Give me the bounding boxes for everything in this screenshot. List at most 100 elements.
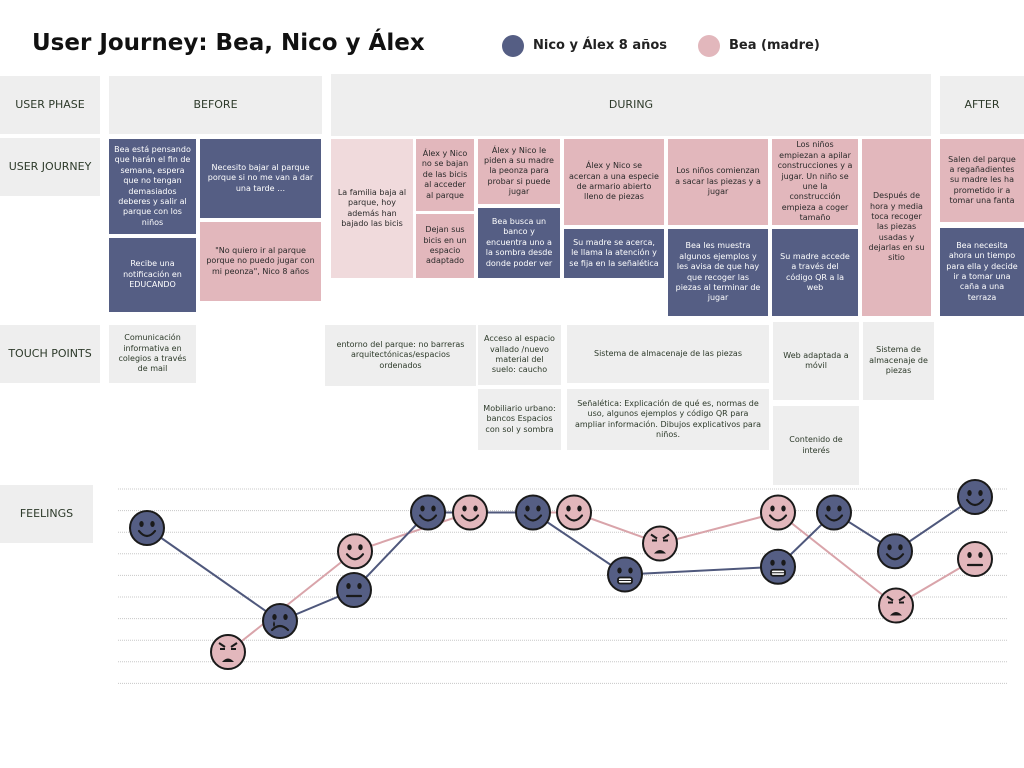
journey-card: Bea busca un banco y encuentra uno a la … — [478, 208, 560, 278]
touch-point: Web adaptada a móvil — [773, 322, 859, 400]
face-mouth — [418, 514, 438, 522]
face-brow — [650, 533, 658, 540]
face-eye — [781, 505, 786, 512]
face-eye — [347, 544, 352, 551]
mother-smile-face-icon — [556, 494, 592, 531]
face-circle — [262, 603, 298, 639]
touch-point: Sistema de almacenaje de las piezas — [567, 325, 769, 383]
journey-card: Después de hora y media toca recoger las… — [862, 139, 931, 316]
face-eye — [770, 559, 775, 566]
face-mouth — [345, 553, 365, 561]
kids-neutral-face-icon — [336, 572, 372, 608]
row-label-user-journey: USER JOURNEY — [0, 138, 100, 196]
face-eye — [967, 490, 972, 496]
face-tear — [273, 621, 275, 627]
face-circle — [760, 494, 796, 531]
journey-card: Su madre se acerca, le llama la atención… — [564, 229, 664, 278]
face-eye — [887, 544, 892, 551]
face-eye — [525, 505, 530, 512]
face-eye — [272, 614, 277, 620]
mother-angry-face-icon — [210, 634, 246, 670]
face-eye — [431, 505, 436, 512]
face-eye — [473, 505, 478, 512]
journey-card: Los niños comienzan a sacar las piezas y… — [668, 139, 768, 225]
face-circle — [816, 494, 852, 531]
face-mouth — [137, 529, 157, 538]
face-eye — [770, 505, 775, 512]
face-circle — [957, 479, 993, 515]
mother-smile-face-icon — [337, 533, 373, 570]
face-circle — [607, 556, 643, 593]
journey-card: Álex y Nico se acercan a una especie de … — [564, 139, 664, 225]
journey-card: Su madre accede a través del código QR a… — [772, 229, 858, 316]
face-mouth — [885, 553, 905, 561]
phase-during: DURING — [331, 74, 931, 136]
face-eye — [150, 521, 155, 527]
face-circle — [760, 548, 796, 585]
mother-smile-face-icon — [760, 494, 796, 531]
face-eye — [978, 490, 983, 496]
face-eye — [462, 505, 467, 512]
face-eye — [967, 552, 972, 558]
journey-card: Álex y Nico le piden a su madre la peonz… — [478, 139, 560, 204]
face-eye — [420, 505, 425, 512]
kids-smile-face-icon — [816, 494, 852, 531]
legend-label-kids: Nico y Álex 8 años — [533, 38, 668, 53]
face-circle — [556, 494, 592, 531]
face-circle — [129, 510, 165, 546]
face-brow — [662, 533, 670, 540]
face-mouth — [564, 514, 584, 522]
phase-after: AFTER — [940, 76, 1024, 134]
page-title: User Journey: Bea, Nico y Álex — [32, 30, 425, 56]
face-eye — [978, 552, 983, 558]
face-eye — [837, 505, 842, 512]
touch-point: Comunicación informativa en colegios a t… — [109, 325, 196, 383]
series-line-kids — [146, 496, 976, 623]
face-mouth — [965, 498, 985, 507]
touch-point: Mobiliario urbano: bancos Espacios con s… — [478, 389, 561, 450]
kids-grimace-face-icon — [607, 556, 643, 593]
touch-point: Contenido de interés — [773, 406, 859, 485]
face-eye — [358, 544, 363, 551]
journey-card: Salen del parque a regañadientes su madr… — [940, 139, 1024, 222]
face-eye — [357, 583, 362, 589]
journey-card: Dejan sus bicis en un espacio adaptado — [416, 214, 474, 278]
face-brow — [218, 642, 226, 648]
row-label-touch-points: TOUCH POINTS — [0, 325, 100, 383]
touch-point: Acceso al espacio vallado /nuevo materia… — [478, 325, 561, 385]
journey-card: Álex y Nico no se bajan de las bicis al … — [416, 139, 474, 211]
face-circle — [336, 572, 372, 608]
legend-dot-kids — [502, 35, 524, 57]
face-circle — [410, 494, 446, 531]
face-eye — [781, 559, 786, 566]
face-eye — [898, 544, 903, 551]
face-brow — [230, 642, 238, 648]
face-circle — [642, 525, 678, 562]
kids-grimace-face-icon — [760, 548, 796, 585]
journey-card: "No quiero ir al parque porque no puedo … — [200, 222, 321, 301]
mother-smile-face-icon — [452, 494, 488, 531]
face-eye — [577, 505, 582, 512]
row-label-user-phase: USER PHASE — [0, 76, 100, 134]
kids-smile-face-icon — [410, 494, 446, 531]
touch-point: entorno del parque: no barreras arquitec… — [325, 325, 476, 386]
journey-card: Recibe una notificación en EDUCANDO — [109, 238, 196, 312]
series-line-mother — [227, 511, 976, 653]
face-mouth — [824, 514, 844, 522]
mother-angry-face-icon — [642, 525, 678, 562]
phase-before: BEFORE — [109, 76, 322, 134]
face-eye — [617, 567, 622, 574]
kids-smile-face-icon — [129, 510, 165, 546]
journey-card: La familia baja al parque, hoy además ha… — [331, 139, 413, 278]
journey-card: Bea está pensando que harán el fin de se… — [109, 139, 196, 234]
face-eye — [628, 567, 633, 574]
journey-card: Los niños empiezan a apilar construccion… — [772, 139, 858, 225]
face-circle — [878, 587, 914, 624]
face-circle — [337, 533, 373, 570]
journey-card: Bea les muestra algunos ejemplos y les a… — [668, 229, 768, 316]
face-circle — [957, 541, 993, 577]
face-eye — [283, 614, 288, 620]
journey-card: Bea necesita ahora un tiempo para ella y… — [940, 228, 1024, 316]
face-circle — [452, 494, 488, 531]
